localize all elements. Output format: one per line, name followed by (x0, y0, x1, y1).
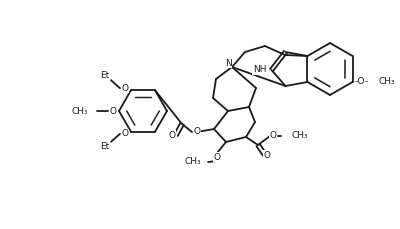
Text: O: O (122, 129, 128, 138)
Text: O: O (110, 106, 116, 115)
Text: O: O (194, 128, 200, 136)
Text: O: O (168, 131, 176, 139)
Text: -O-: -O- (354, 77, 368, 87)
Text: Et: Et (100, 71, 110, 80)
Text: CH₃: CH₃ (71, 106, 88, 115)
Text: CH₃: CH₃ (291, 131, 308, 141)
Text: NH: NH (253, 65, 266, 74)
Text: CH₃: CH₃ (184, 158, 201, 166)
Text: Et: Et (100, 142, 110, 151)
Text: CH₃: CH₃ (378, 77, 395, 87)
Text: O: O (122, 84, 128, 93)
Text: O: O (214, 153, 220, 161)
Text: O: O (270, 131, 276, 141)
Text: O: O (264, 150, 270, 160)
Text: N: N (225, 58, 231, 68)
